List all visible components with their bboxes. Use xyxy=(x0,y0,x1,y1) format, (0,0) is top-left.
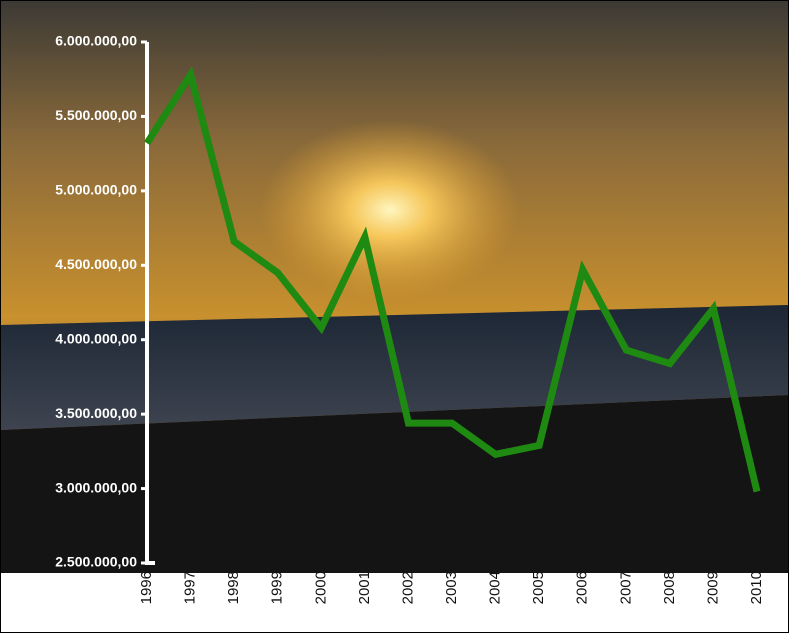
y-tick-label: 3.000.000,00 xyxy=(55,479,137,495)
y-tick-label: 5.000.000,00 xyxy=(55,182,137,198)
x-tick-label: 2007 xyxy=(617,571,634,604)
y-tick-label: 6.000.000,00 xyxy=(55,33,137,49)
x-tick-label: 2009 xyxy=(704,571,721,604)
x-tick-label: 2003 xyxy=(443,571,460,604)
x-tick-label: 2006 xyxy=(574,571,591,604)
x-tick-label: 2000 xyxy=(312,571,329,604)
y-tick-label: 4.500.000,00 xyxy=(55,256,137,272)
line-series xyxy=(144,66,761,493)
x-tick-label: 2008 xyxy=(661,571,678,604)
y-tick-label: 3.500.000,00 xyxy=(55,405,137,421)
x-tick-label: 2010 xyxy=(748,571,765,604)
x-tick-label: 1998 xyxy=(225,571,242,604)
y-tick-label: 5.500.000,00 xyxy=(55,107,137,123)
y-tick-label: 2.500.000,00 xyxy=(55,554,137,570)
x-tick-label: 1999 xyxy=(269,571,286,604)
x-tick-label: 1997 xyxy=(182,571,199,604)
x-tick-label: 1996 xyxy=(138,571,155,604)
y-tick-label: 4.000.000,00 xyxy=(55,330,137,346)
x-tick-label: 2002 xyxy=(399,571,416,604)
x-tick-label: 2004 xyxy=(487,571,504,604)
x-tick-label: 2005 xyxy=(530,571,547,604)
x-tick-label: 2001 xyxy=(356,571,373,604)
